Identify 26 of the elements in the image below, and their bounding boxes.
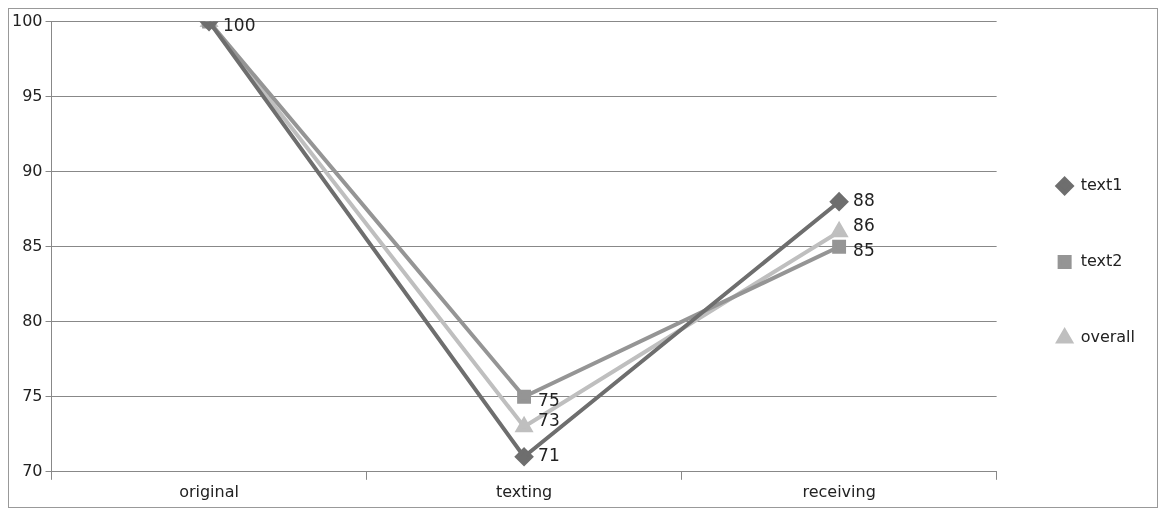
data-label: 75 [538, 390, 560, 411]
x-tick-label: texting [495, 481, 553, 501]
y-tick-label: 80 [22, 310, 43, 330]
point [831, 222, 848, 238]
legend-label: overall [1080, 327, 1135, 347]
legend-label: text2 [1080, 251, 1123, 271]
y-tick-label: 70 [22, 460, 43, 480]
y-tick-label: 85 [22, 235, 43, 255]
data-label: 88 [853, 190, 875, 211]
data-label: 100 [223, 15, 256, 36]
point [830, 192, 849, 211]
y-tick-label: 100 [11, 10, 43, 30]
x-tick-label: receiving [802, 481, 876, 501]
y-tick-label: 90 [22, 160, 43, 180]
data-label: 73 [538, 410, 560, 431]
y-tick-label: 75 [22, 385, 43, 405]
point [517, 389, 532, 404]
data-label: 71 [538, 445, 560, 466]
x-tick-label: original [179, 481, 239, 501]
legend-label: text1 [1080, 175, 1123, 195]
data-label: 86 [853, 215, 875, 236]
point [515, 447, 534, 466]
data-label: 85 [853, 240, 875, 261]
y-tick-label: 95 [22, 85, 43, 105]
point [832, 239, 847, 254]
point [516, 417, 533, 433]
